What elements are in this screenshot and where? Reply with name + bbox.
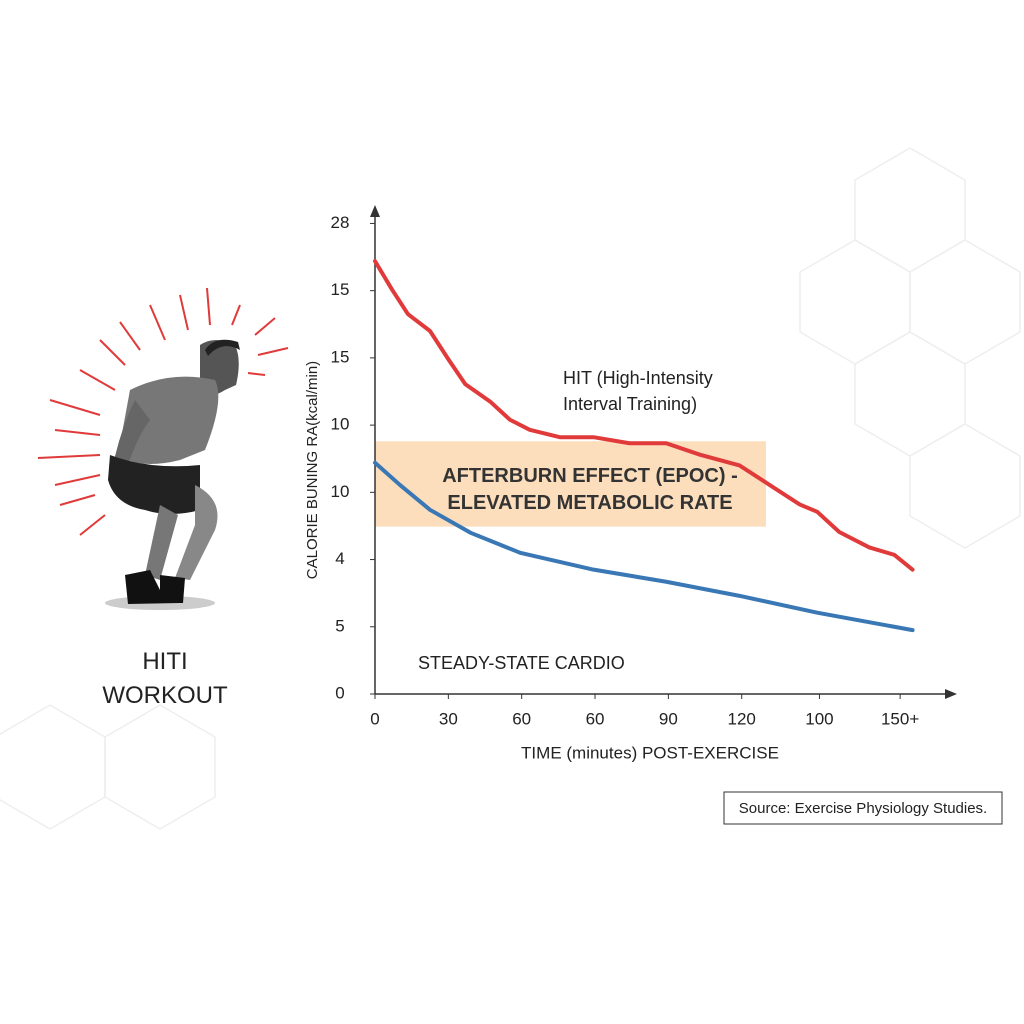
athlete-figure [105,339,240,610]
y-tick-label: 10 [331,415,350,434]
source: Source: Exercise Physiology Studies. [739,800,987,817]
x-axis-arrow [945,689,957,699]
x-tick-label: 100 [805,709,833,728]
x-tick-label: 0 [370,709,379,728]
x-tick-label: 150+ [881,709,919,728]
y-tick-label: 0 [335,683,344,702]
band-label: AFTERBURN EFFECT (EPOC) - ELEVATED METAB… [442,465,738,514]
x-tick-label: 120 [728,709,756,728]
x-axis-label: TIME (minutes) POST-EXERCISE [521,743,779,762]
motion-rays [37,287,289,536]
x-tick-label: 60 [586,709,605,728]
source-box [723,791,1003,825]
y-tick-label: 15 [331,280,350,299]
y-tick-label: 5 [335,616,344,635]
x-tick-label: 60 [512,709,531,728]
series-label: HIT (High-Intensity Interval Training) [563,368,713,414]
series-label: STEADY-STATE CARDIO [418,653,625,673]
line [373,460,915,633]
x-tick-label: 90 [659,709,678,728]
y-tick-label: 4 [335,549,344,568]
y-axis-label: CALORIE BUNING RA(kcal/min) [304,361,321,579]
x-tick-label: 30 [439,709,458,728]
y-tick-label: 15 [331,347,350,366]
y-tick-label: 10 [331,482,350,501]
y-axis-arrow [370,205,380,217]
hex-background [0,147,1021,830]
figure-caption: HITI WORKOUT [102,648,228,709]
line [373,259,915,572]
y-tick-label: 28 [331,213,350,232]
